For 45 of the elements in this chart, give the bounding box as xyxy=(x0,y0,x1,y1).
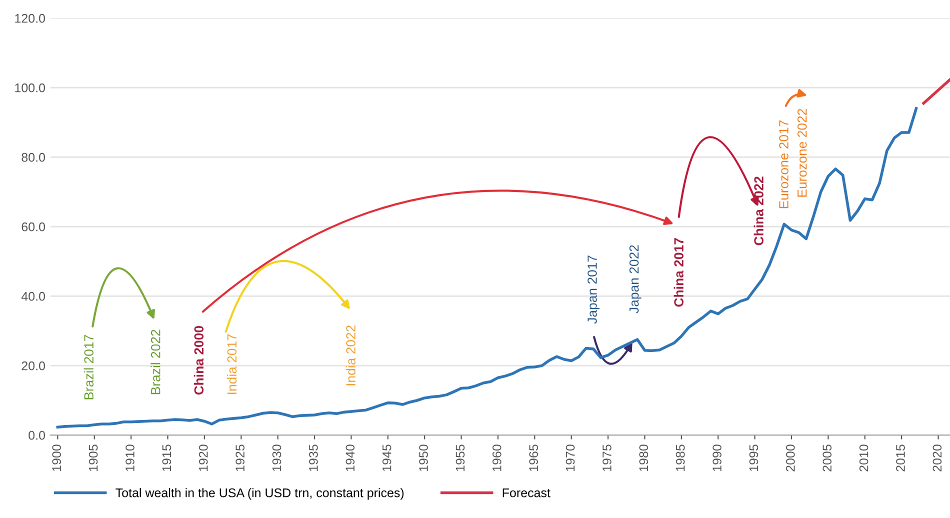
annotation: Brazil 2017 xyxy=(84,335,94,400)
x-tick-label: 1930 xyxy=(272,444,282,471)
x-tick-label: 1960 xyxy=(492,444,502,471)
x-tick-label: 1940 xyxy=(346,444,355,471)
x-tick-label: 1970 xyxy=(566,444,575,471)
line-series xyxy=(56,107,918,429)
annotation: Brazil 2022 xyxy=(150,330,160,394)
y-tick-label: 20.0 xyxy=(22,361,45,370)
x-tick-label: 1975 xyxy=(602,444,612,471)
x-tick-label: 1950 xyxy=(419,444,428,471)
x-tick-label: 1910 xyxy=(126,444,134,471)
x-tick-label: 2015 xyxy=(896,444,905,472)
x-tick-label: 1925 xyxy=(236,444,244,471)
x-tick-label: 2005 xyxy=(822,444,832,472)
x-tick-label: 1965 xyxy=(529,444,538,471)
x-tick-label: 1990 xyxy=(712,444,722,471)
annotation: Eurozone 2017 xyxy=(779,120,788,208)
x-tick-label: 1935 xyxy=(309,444,318,471)
y-tick-label: 60.0 xyxy=(22,222,45,232)
x-tick-label: 1945 xyxy=(382,444,392,471)
x-tick-label: 2010 xyxy=(859,444,868,472)
x-tick-label: 2020 xyxy=(932,444,942,472)
legend-label: Forecast xyxy=(502,488,550,498)
x-tick-label: 1985 xyxy=(676,444,685,471)
annotation: Japan 2017 xyxy=(588,256,600,324)
x-tick-label: 2000 xyxy=(786,444,795,472)
annotation: India 2017 xyxy=(226,334,237,394)
annotation: India 2022 xyxy=(346,326,356,386)
y-tick-label: 120.0 xyxy=(15,14,46,23)
x-tick-label: 1900 xyxy=(52,444,62,471)
legend-label: Total wealth in the USA (in USD trn, constant prices) xyxy=(116,488,404,500)
annotation: Japan 2022 xyxy=(629,245,642,314)
annotation: China 2017 xyxy=(674,238,684,307)
annotation: China 2000 xyxy=(194,326,204,395)
x-tick-label: 1980 xyxy=(639,444,648,471)
annotation: Eurozone 2022 xyxy=(797,108,807,197)
x-tick-label: 1955 xyxy=(456,444,465,471)
x-tick-label: 1915 xyxy=(162,444,172,471)
y-tick-label: 0.0 xyxy=(28,430,45,440)
x-tick-label: 1905 xyxy=(88,444,98,471)
y-tick-label: 40.0 xyxy=(21,292,45,301)
x-tick-label: 1995 xyxy=(749,444,758,471)
y-tick-label: 80.0 xyxy=(22,152,45,162)
x-tick-label: 1920 xyxy=(198,444,208,471)
y-tick-label: 100.0 xyxy=(15,83,46,92)
